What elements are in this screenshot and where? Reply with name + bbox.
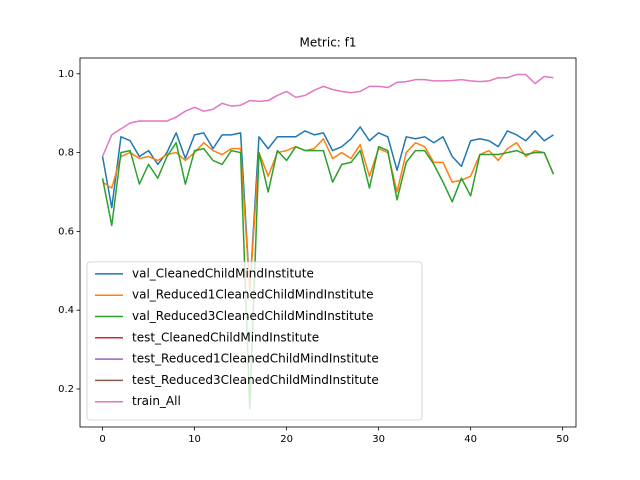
- x-tick-label: 0: [99, 434, 105, 445]
- series-line: [101, 126, 554, 292]
- legend: val_CleanedChildMindInstitute val_Reduced…: [86, 261, 423, 421]
- x-tick-label: 10: [188, 434, 201, 445]
- y-tick-label: 0.8: [58, 148, 74, 159]
- series-line: [101, 73, 554, 157]
- axes-frame: [79, 57, 577, 428]
- x-tick-label: 50: [556, 434, 569, 445]
- legend-label: val_CleanedChildMindInstitute: [132, 266, 314, 280]
- legend-label: train_All: [132, 394, 181, 408]
- series-line: [101, 141, 555, 410]
- y-tick-label: 0.6: [58, 226, 74, 237]
- legend-box: [86, 261, 423, 421]
- legend-label: val_Reduced3CleanedChildMindInstitute: [132, 309, 374, 323]
- legend-label: test_Reduced1CleanedChildMindInstitute: [132, 352, 379, 366]
- y-tick-label: 0.2: [58, 384, 74, 395]
- y-tick-label: 1.0: [58, 69, 74, 80]
- legend-label: val_Reduced1CleanedChildMindInstitute: [132, 288, 374, 302]
- legend-label: test_Reduced3CleanedChildMindInstitute: [132, 373, 379, 387]
- y-tick-label: 0.4: [58, 305, 74, 316]
- x-tick-label: 20: [280, 434, 293, 445]
- x-tick-label: 30: [372, 434, 385, 445]
- chart-title: Metric: f1: [299, 36, 356, 50]
- x-tick-label: 40: [464, 434, 477, 445]
- legend-label: test_CleanedChildMindInstitute: [132, 330, 319, 344]
